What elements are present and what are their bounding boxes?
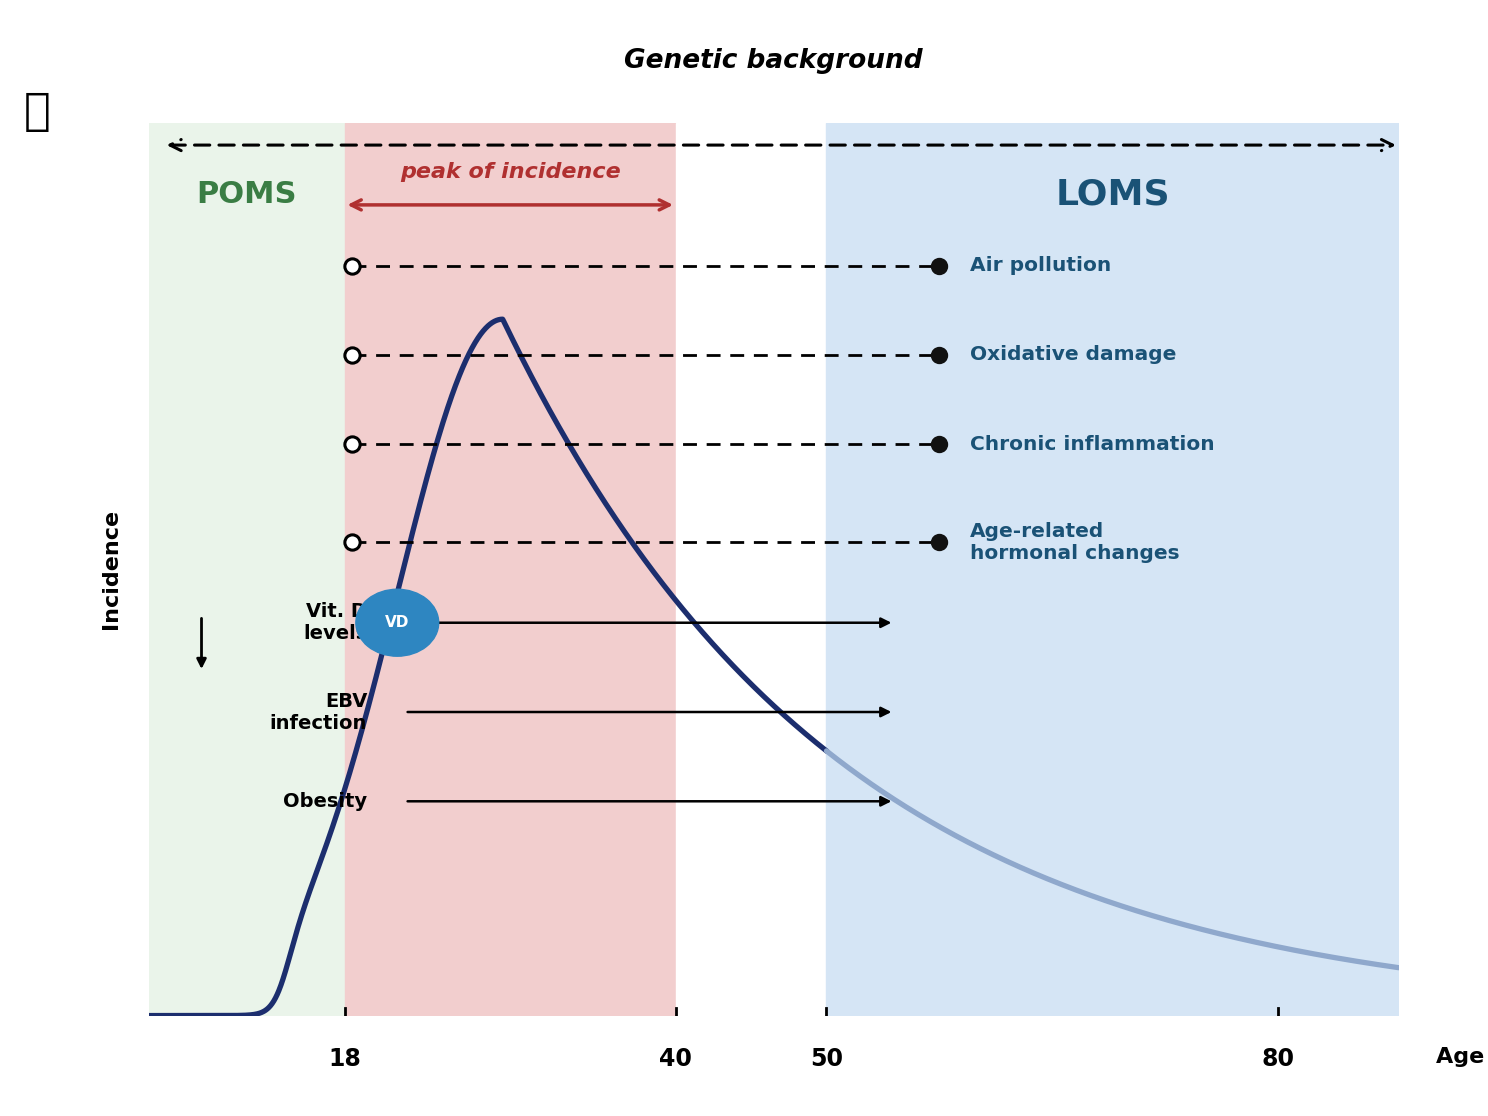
Text: VD: VD [385, 615, 409, 631]
Text: Genetic background: Genetic background [625, 48, 923, 75]
Text: 🧬: 🧬 [24, 90, 51, 133]
Text: Age at MS onset: Age at MS onset [1436, 1047, 1488, 1067]
Text: 50: 50 [809, 1047, 844, 1071]
Text: 18: 18 [329, 1047, 362, 1071]
Ellipse shape [356, 589, 439, 656]
Text: POMS: POMS [196, 180, 298, 209]
Text: Oxidative damage: Oxidative damage [970, 345, 1176, 365]
Text: Air pollution: Air pollution [970, 256, 1110, 276]
Text: peak of incidence: peak of incidence [400, 162, 620, 182]
Text: Incidence: Incidence [101, 509, 121, 629]
Text: Chronic inflammation: Chronic inflammation [970, 434, 1214, 454]
Text: Obesity: Obesity [283, 791, 368, 811]
Bar [826, 123, 1399, 1016]
Text: 40: 40 [659, 1047, 692, 1071]
Text: Age-related
hormonal changes: Age-related hormonal changes [970, 522, 1178, 562]
Text: LOMS: LOMS [1055, 177, 1170, 211]
Text: Vit. D
levels: Vit. D levels [304, 603, 368, 643]
Bar [676, 123, 826, 1016]
Text: 80: 80 [1262, 1047, 1295, 1071]
Bar [345, 123, 676, 1016]
Text: EBV
infection: EBV infection [269, 692, 368, 732]
Bar [149, 123, 345, 1016]
